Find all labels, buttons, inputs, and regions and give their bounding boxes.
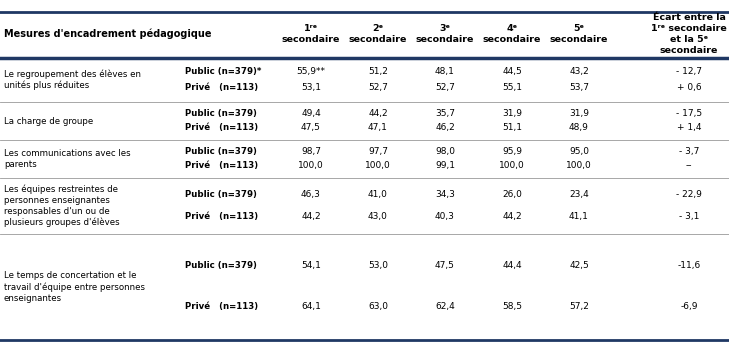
Text: 3ᵉ
secondaire: 3ᵉ secondaire (416, 24, 474, 44)
Text: - 3,1: - 3,1 (679, 212, 699, 220)
Text: -11,6: -11,6 (677, 261, 701, 270)
Text: 53,0: 53,0 (368, 261, 388, 270)
Text: 42,5: 42,5 (569, 261, 589, 270)
Text: 44,5: 44,5 (502, 67, 522, 76)
Text: 55,1: 55,1 (502, 83, 522, 92)
Text: 53,7: 53,7 (569, 83, 589, 92)
Text: 100,0: 100,0 (298, 161, 324, 170)
Text: 49,4: 49,4 (301, 109, 321, 118)
Text: 100,0: 100,0 (365, 161, 391, 170)
Text: + 1,4: + 1,4 (677, 123, 701, 132)
Text: 43,2: 43,2 (569, 67, 589, 76)
Text: 44,2: 44,2 (368, 109, 388, 118)
Text: 52,7: 52,7 (435, 83, 455, 92)
Text: - 22,9: - 22,9 (676, 190, 702, 199)
Text: 98,7: 98,7 (301, 147, 321, 156)
Text: 47,5: 47,5 (435, 261, 455, 270)
Text: 100,0: 100,0 (499, 161, 525, 170)
Text: Public (n=379): Public (n=379) (185, 261, 257, 270)
Text: La charge de groupe: La charge de groupe (4, 117, 93, 126)
Text: 95,0: 95,0 (569, 147, 589, 156)
Text: - 3,7: - 3,7 (679, 147, 699, 156)
Text: 64,1: 64,1 (301, 302, 321, 310)
Text: Privé   (n=113): Privé (n=113) (185, 302, 258, 310)
Text: Privé   (n=113): Privé (n=113) (185, 83, 258, 92)
Text: - 12,7: - 12,7 (676, 67, 702, 76)
Text: 95,9: 95,9 (502, 147, 522, 156)
Text: 2ᵉ
secondaire: 2ᵉ secondaire (348, 24, 408, 44)
Text: 48,1: 48,1 (435, 67, 455, 76)
Text: 46,2: 46,2 (435, 123, 455, 132)
Text: Public (n=379): Public (n=379) (185, 147, 257, 156)
Text: 97,7: 97,7 (368, 147, 388, 156)
Text: 55,9**: 55,9** (297, 67, 326, 76)
Text: 52,7: 52,7 (368, 83, 388, 92)
Text: 44,4: 44,4 (502, 261, 522, 270)
Text: 41,1: 41,1 (569, 212, 589, 220)
Text: 31,9: 31,9 (502, 109, 522, 118)
Text: 48,9: 48,9 (569, 123, 589, 132)
Text: 44,2: 44,2 (301, 212, 321, 220)
Text: 26,0: 26,0 (502, 190, 522, 199)
Text: 5ᵉ
secondaire: 5ᵉ secondaire (550, 24, 608, 44)
Text: Les communications avec les
parents: Les communications avec les parents (4, 149, 130, 169)
Text: Privé   (n=113): Privé (n=113) (185, 161, 258, 170)
Text: 63,0: 63,0 (368, 302, 388, 310)
Text: 23,4: 23,4 (569, 190, 589, 199)
Text: Public (n=379): Public (n=379) (185, 109, 257, 118)
Text: --: -- (686, 161, 693, 170)
Text: 4ᵉ
secondaire: 4ᵉ secondaire (483, 24, 541, 44)
Text: Public (n=379)*: Public (n=379)* (185, 67, 262, 76)
Text: - 17,5: - 17,5 (676, 109, 702, 118)
Text: Le regroupement des élèves en
unités plus réduites: Le regroupement des élèves en unités plu… (4, 70, 141, 90)
Text: Les équipes restreintes de
personnes enseignantes
responsables d'un ou de
plusie: Les équipes restreintes de personnes ens… (4, 185, 120, 227)
Text: Public (n=379): Public (n=379) (185, 190, 257, 199)
Text: 44,2: 44,2 (502, 212, 522, 220)
Text: Privé   (n=113): Privé (n=113) (185, 123, 258, 132)
Text: 99,1: 99,1 (435, 161, 455, 170)
Text: 47,1: 47,1 (368, 123, 388, 132)
Text: 62,4: 62,4 (435, 302, 455, 310)
Text: 51,2: 51,2 (368, 67, 388, 76)
Text: Mesures d'encadrement pédagogique: Mesures d'encadrement pédagogique (4, 29, 211, 39)
Text: 98,0: 98,0 (435, 147, 455, 156)
Text: 53,1: 53,1 (301, 83, 321, 92)
Text: Le temps de concertation et le
travail d'équipe entre personnes
enseignantes: Le temps de concertation et le travail d… (4, 272, 145, 302)
Text: 35,7: 35,7 (435, 109, 455, 118)
Text: 31,9: 31,9 (569, 109, 589, 118)
Text: 41,0: 41,0 (368, 190, 388, 199)
Text: 47,5: 47,5 (301, 123, 321, 132)
Text: -6,9: -6,9 (680, 302, 698, 310)
Text: 46,3: 46,3 (301, 190, 321, 199)
Text: 57,2: 57,2 (569, 302, 589, 310)
Text: 34,3: 34,3 (435, 190, 455, 199)
Text: 54,1: 54,1 (301, 261, 321, 270)
Text: 43,0: 43,0 (368, 212, 388, 220)
Text: Privé   (n=113): Privé (n=113) (185, 212, 258, 220)
Text: 40,3: 40,3 (435, 212, 455, 220)
Text: 1ʳᵉ
secondaire: 1ʳᵉ secondaire (282, 24, 340, 44)
Text: 100,0: 100,0 (566, 161, 592, 170)
Text: 58,5: 58,5 (502, 302, 522, 310)
Text: Écart entre la
1ʳᵉ secondaire
et la 5ᵉ
secondaire: Écart entre la 1ʳᵉ secondaire et la 5ᵉ s… (651, 13, 727, 55)
Text: 51,1: 51,1 (502, 123, 522, 132)
Text: + 0,6: + 0,6 (677, 83, 701, 92)
